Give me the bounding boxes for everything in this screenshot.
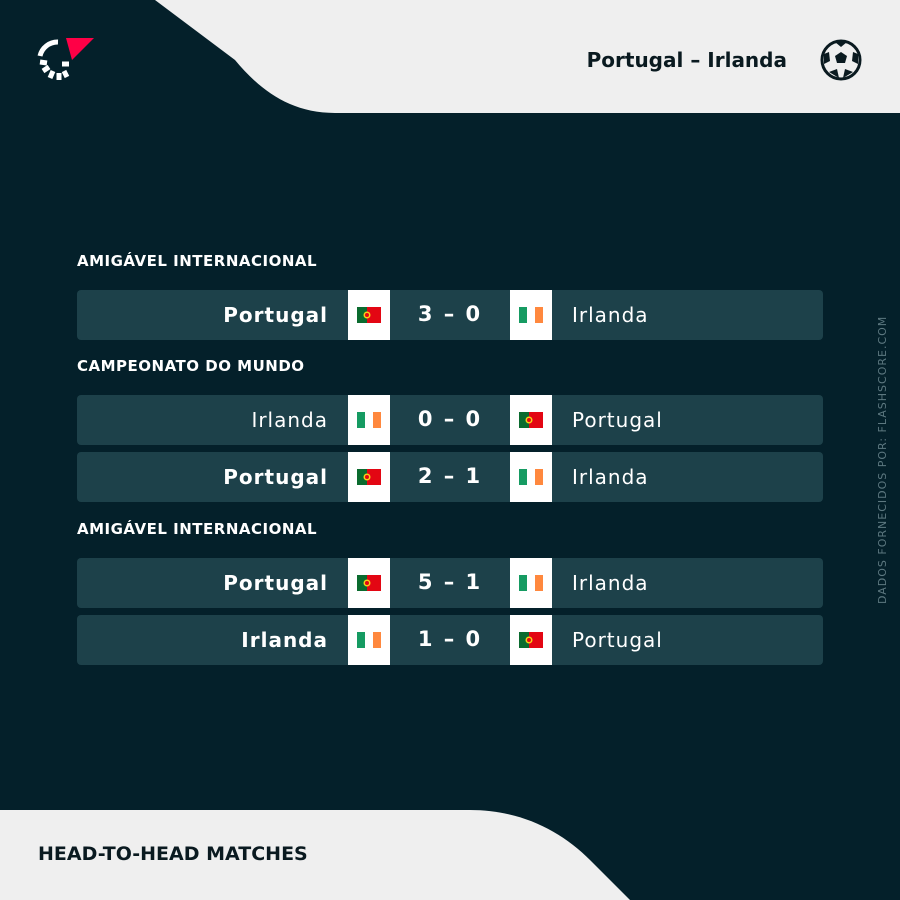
away-flag (510, 452, 552, 502)
score: 2 – 1 (417, 464, 483, 488)
match-title: Portugal – Irlanda (586, 48, 787, 72)
flashscore-logo-icon (37, 38, 94, 80)
portugal-flag-icon (357, 469, 381, 485)
home-team: Portugal (223, 465, 328, 489)
score: 1 – 0 (417, 627, 483, 651)
match-row[interactable]: Irlanda 0 – 0 Portugal (77, 395, 823, 445)
home-team: Portugal (223, 571, 328, 595)
away-flag (510, 290, 552, 340)
away-team: Irlanda (572, 571, 649, 595)
score: 3 – 0 (417, 302, 483, 326)
away-team: Portugal (572, 408, 663, 432)
away-flag (510, 558, 552, 608)
away-flag (510, 395, 552, 445)
portugal-flag-icon (357, 307, 381, 323)
away-team: Irlanda (572, 303, 649, 327)
portugal-flag-icon (357, 575, 381, 591)
away-team: Irlanda (572, 465, 649, 489)
away-team: Portugal (572, 628, 663, 652)
match-row[interactable]: Portugal 5 – 1 Irlanda (77, 558, 823, 608)
soccer-ball-icon (820, 39, 862, 81)
home-flag (348, 452, 390, 502)
ireland-flag-icon (519, 575, 543, 591)
ireland-flag-icon (357, 412, 381, 428)
ireland-flag-icon (357, 632, 381, 648)
away-flag (510, 615, 552, 665)
competition-label: CAMPEONATO DO MUNDO (77, 357, 305, 375)
competition-label: AMIGÁVEL INTERNACIONAL (77, 252, 318, 270)
match-row[interactable]: Irlanda 1 – 0 Portugal (77, 615, 823, 665)
match-row[interactable]: Portugal 3 – 0 Irlanda (77, 290, 823, 340)
home-flag (348, 395, 390, 445)
score: 0 – 0 (417, 407, 483, 431)
home-team: Irlanda (251, 408, 328, 432)
data-credit: DADOS FORNECIDOS POR: FLASHSCORE.COM (876, 315, 889, 604)
competition-label: AMIGÁVEL INTERNACIONAL (77, 520, 318, 538)
match-row[interactable]: Portugal 2 – 1 Irlanda (77, 452, 823, 502)
home-team: Irlanda (241, 628, 328, 652)
ireland-flag-icon (519, 469, 543, 485)
portugal-flag-icon (519, 412, 543, 428)
footer-title: HEAD-TO-HEAD MATCHES (38, 843, 308, 865)
ireland-flag-icon (519, 307, 543, 323)
home-flag (348, 615, 390, 665)
home-flag (348, 290, 390, 340)
home-team: Portugal (223, 303, 328, 327)
portugal-flag-icon (519, 632, 543, 648)
home-flag (348, 558, 390, 608)
score: 5 – 1 (417, 570, 483, 594)
